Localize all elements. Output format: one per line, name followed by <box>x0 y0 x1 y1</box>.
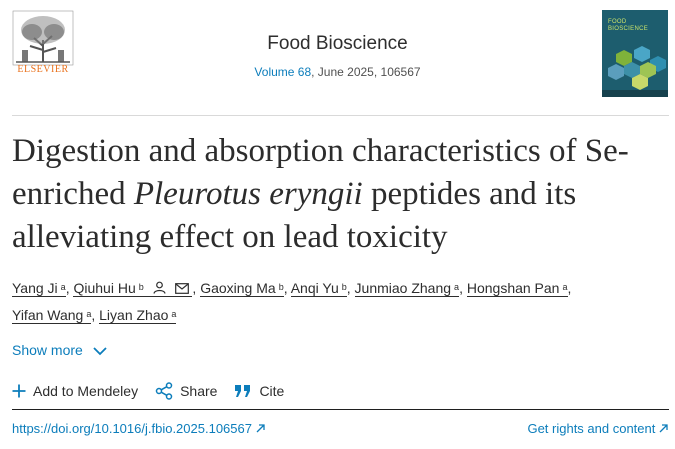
author-link[interactable]: Anqi Yu b <box>290 280 347 297</box>
issue-info: Volume 68, June 2025, 106567 <box>200 65 475 79</box>
quote-icon <box>235 385 251 397</box>
author-link[interactable]: Gaoxing Ma b <box>200 280 284 297</box>
elsevier-tree-icon <box>12 10 74 66</box>
elsevier-logo[interactable] <box>12 10 74 76</box>
volume-link[interactable]: Volume 68 <box>254 65 312 79</box>
author-link[interactable]: Liyan Zhao a <box>99 307 177 325</box>
journal-cover-image[interactable]: FOOD BIOSCIENCE <box>602 10 668 97</box>
author-list: Yang Ji a, Qiuhui Hu b , Gaoxing Ma b, Anqi… <box>12 275 652 328</box>
share-icon <box>155 382 173 400</box>
article-actions: Add to Mendeley Share Cite <box>12 380 301 402</box>
cover-hexagon-art <box>602 46 668 97</box>
doi-link[interactable]: https://doi.org/10.1016/j.fbio.2025.1065… <box>12 421 265 436</box>
article-header: ELSEVIER Food Bioscience Volume 68, June… <box>0 0 675 116</box>
author-link[interactable]: Yifan Wang a <box>12 307 92 325</box>
show-more-button[interactable]: Show more <box>12 342 107 359</box>
add-to-mendeley-button[interactable]: Add to Mendeley <box>12 383 138 399</box>
author-link[interactable]: Yang Ji a <box>12 280 66 297</box>
actions-divider <box>12 409 669 410</box>
person-icon <box>153 276 166 302</box>
article-title: Digestion and absorption characteristics… <box>12 133 629 255</box>
plus-icon <box>12 384 26 398</box>
external-arrow-icon <box>659 424 668 433</box>
external-arrow-icon <box>256 424 265 433</box>
author-link[interactable]: Qiuhui Hu b <box>73 280 193 297</box>
get-rights-link[interactable]: Get rights and content <box>527 421 668 436</box>
journal-name[interactable]: Food Bioscience <box>267 33 408 54</box>
cover-title: FOOD BIOSCIENCE <box>608 19 649 32</box>
envelope-icon <box>174 276 189 302</box>
share-button[interactable]: Share <box>155 382 217 400</box>
cite-button[interactable]: Cite <box>234 383 284 399</box>
issue-date-text: , June 2025, 106567 <box>311 65 421 79</box>
header-divider <box>12 115 669 116</box>
elsevier-wordmark: ELSEVIER <box>17 64 69 75</box>
author-link[interactable]: Junmiao Zhang a <box>354 280 460 297</box>
author-link[interactable]: Hongshan Pan a <box>466 280 568 297</box>
chevron-down-icon <box>93 343 107 359</box>
